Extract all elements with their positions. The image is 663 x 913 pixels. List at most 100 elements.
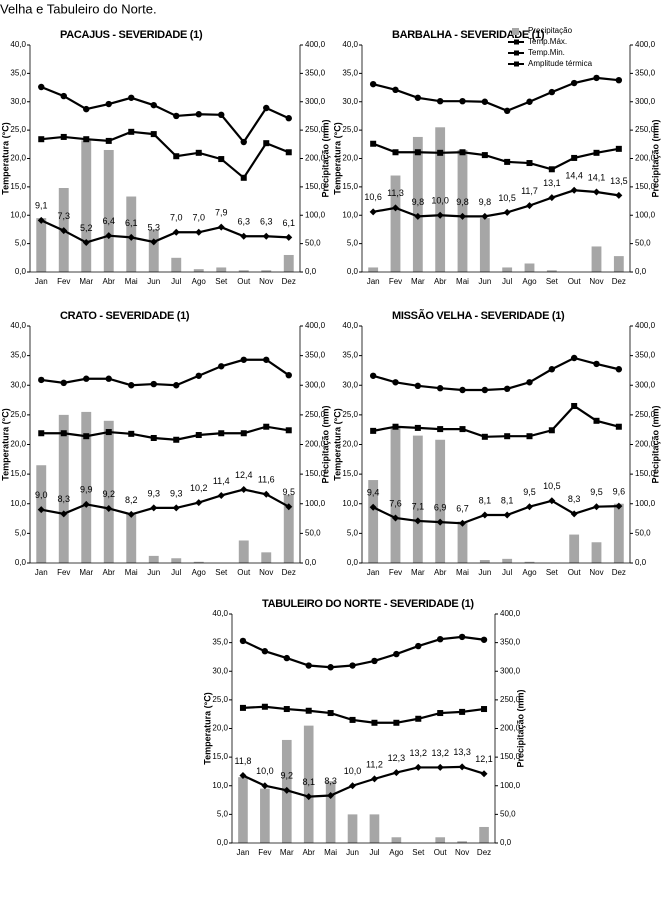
point bbox=[526, 98, 533, 105]
point bbox=[83, 105, 90, 113]
point bbox=[504, 158, 511, 165]
point bbox=[285, 371, 292, 379]
point bbox=[481, 706, 488, 713]
point bbox=[263, 423, 270, 430]
line bbox=[242, 705, 485, 724]
y2-tick-label: 100,0 bbox=[500, 781, 521, 790]
y-tick-label: 30,0 bbox=[10, 380, 26, 389]
point bbox=[349, 782, 357, 790]
bar bbox=[524, 263, 535, 272]
bar bbox=[303, 725, 314, 843]
y2-tick-label: 0,0 bbox=[305, 558, 317, 567]
point bbox=[218, 111, 225, 119]
point bbox=[548, 427, 555, 434]
x-tick-label: Fev bbox=[389, 568, 402, 577]
bar bbox=[613, 256, 624, 272]
point bbox=[480, 636, 488, 643]
point bbox=[548, 497, 556, 505]
data-label: 9,6 bbox=[613, 486, 626, 496]
point bbox=[392, 514, 399, 522]
data-label: 14,4 bbox=[565, 171, 583, 181]
y2-tick-label: 150,0 bbox=[635, 469, 656, 478]
y2-tick-label: 200,0 bbox=[305, 440, 326, 449]
y-axis-label: Temperatura (°C) bbox=[202, 692, 212, 764]
bar bbox=[546, 270, 557, 272]
point bbox=[327, 710, 334, 717]
data-label: 10,0 bbox=[431, 196, 449, 206]
y-tick-label: 0,0 bbox=[347, 558, 359, 567]
point bbox=[37, 216, 45, 224]
data-label: 5,3 bbox=[147, 222, 160, 232]
x-tick-label: Mai bbox=[456, 568, 469, 577]
point bbox=[548, 166, 555, 173]
point bbox=[218, 430, 225, 437]
line bbox=[372, 499, 619, 525]
data-label: 9,5 bbox=[590, 487, 603, 497]
point bbox=[503, 208, 511, 216]
point bbox=[240, 356, 247, 363]
point bbox=[172, 504, 180, 512]
y2-tick-label: 350,0 bbox=[500, 638, 521, 647]
point bbox=[370, 775, 378, 783]
data-label: 9,2 bbox=[102, 489, 115, 499]
point bbox=[436, 518, 444, 526]
y2-tick-label: 50,0 bbox=[305, 528, 321, 537]
bar bbox=[171, 257, 182, 272]
point bbox=[436, 763, 444, 771]
y-tick-label: 0,0 bbox=[15, 558, 27, 567]
point bbox=[459, 212, 466, 220]
x-tick-label: Ago bbox=[522, 568, 537, 577]
bar bbox=[435, 127, 446, 272]
bar bbox=[479, 218, 490, 272]
bar bbox=[502, 267, 513, 272]
point bbox=[217, 223, 225, 231]
x-tick-label: Set bbox=[412, 848, 425, 857]
point bbox=[285, 233, 293, 241]
x-tick-label: Dez bbox=[282, 568, 296, 577]
y2-tick-label: 50,0 bbox=[305, 239, 321, 248]
data-label: 13,2 bbox=[410, 748, 428, 758]
point bbox=[414, 424, 421, 431]
point bbox=[285, 503, 293, 511]
point bbox=[570, 354, 578, 362]
point bbox=[82, 500, 90, 508]
point bbox=[262, 232, 270, 240]
bar bbox=[148, 555, 159, 563]
data-label: 10,0 bbox=[256, 766, 274, 776]
legend-label: Temp.Min. bbox=[528, 48, 565, 57]
point bbox=[481, 212, 489, 220]
axes bbox=[361, 45, 631, 273]
point bbox=[392, 379, 399, 386]
x-tick-label: Nov bbox=[589, 568, 603, 577]
x-tick-label: Abr bbox=[302, 848, 315, 857]
bar bbox=[391, 837, 402, 843]
point bbox=[392, 423, 399, 430]
point bbox=[437, 149, 444, 156]
y2-tick-label: 300,0 bbox=[305, 97, 326, 106]
x-tick-label: Dez bbox=[282, 277, 296, 286]
point bbox=[283, 654, 290, 662]
point bbox=[503, 107, 511, 115]
y2-tick-label: 300,0 bbox=[635, 97, 656, 106]
y-tick-label: 5,0 bbox=[217, 809, 229, 818]
point bbox=[285, 149, 292, 156]
bar bbox=[412, 435, 423, 563]
point bbox=[593, 188, 600, 196]
y-tick-label: 20,0 bbox=[212, 724, 228, 733]
x-tick-label: Fev bbox=[57, 277, 70, 286]
x-tick-label: Fev bbox=[258, 848, 271, 857]
point bbox=[571, 154, 578, 161]
point bbox=[239, 771, 247, 779]
x-tick-label: Jul bbox=[502, 568, 512, 577]
point bbox=[526, 202, 533, 210]
bar bbox=[368, 267, 379, 272]
chart-title: PACAJUS - SEVERIDADE (1) bbox=[60, 29, 203, 41]
point bbox=[349, 716, 356, 723]
point bbox=[195, 372, 202, 379]
data-label: 11,4 bbox=[213, 476, 230, 486]
point bbox=[436, 97, 444, 105]
point bbox=[305, 793, 313, 801]
axes bbox=[231, 614, 496, 844]
point bbox=[392, 769, 400, 777]
point bbox=[60, 227, 68, 235]
